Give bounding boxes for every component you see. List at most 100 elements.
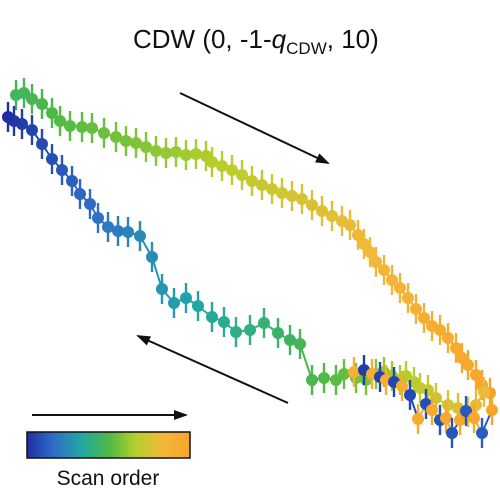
data-point [146, 251, 158, 263]
data-point [486, 404, 498, 416]
data-point [370, 256, 382, 268]
data-point [402, 292, 414, 304]
data-point [64, 120, 76, 132]
data-point [470, 369, 482, 381]
data-point [66, 175, 78, 187]
data-point [206, 311, 218, 323]
data-point [216, 160, 228, 172]
data-point [394, 282, 406, 294]
data-point [272, 327, 284, 339]
data-point [426, 404, 438, 416]
chart-title-suffix: , 10) [327, 24, 379, 54]
data-point [236, 169, 248, 181]
data-point [266, 183, 278, 195]
data-series-layer [2, 78, 498, 448]
data-point [150, 145, 162, 157]
data-point [102, 221, 114, 233]
data-point [442, 399, 454, 411]
data-point [46, 153, 58, 165]
data-point [450, 342, 462, 354]
data-point [364, 246, 376, 258]
data-point [36, 138, 48, 150]
data-point [218, 316, 230, 328]
data-point [160, 147, 172, 159]
data-point [326, 210, 338, 222]
chart-title: CDW (0, -1-qCDW, 10) [133, 24, 379, 58]
data-point [316, 205, 328, 217]
data-point [412, 413, 424, 425]
data-point [306, 374, 318, 386]
data-point [98, 127, 110, 139]
data-point [180, 149, 192, 161]
data-point [442, 332, 454, 344]
data-point [306, 199, 318, 211]
data-point [122, 226, 134, 238]
data-point [478, 386, 490, 398]
data-point [446, 427, 458, 439]
data-point [156, 283, 168, 295]
data-point [330, 374, 342, 386]
data-point [352, 229, 364, 241]
data-point [410, 303, 422, 315]
data-point [170, 146, 182, 158]
data-point [454, 414, 466, 426]
series-final [348, 355, 498, 448]
chart-title-prefix: CDW (0, -1- [133, 24, 272, 54]
series-line-segment [299, 343, 313, 381]
data-point [54, 115, 66, 127]
data-point [462, 359, 474, 371]
data-point [244, 324, 256, 336]
data-point [284, 334, 296, 346]
data-point [76, 121, 88, 133]
data-point [168, 297, 180, 309]
data-point [418, 312, 430, 324]
data-point [130, 137, 142, 149]
colorbar-label: Scan order [57, 467, 160, 490]
scan-order-colorbar [26, 431, 191, 459]
data-point [36, 98, 48, 110]
data-point [180, 292, 192, 304]
data-point [468, 412, 480, 424]
data-point [378, 264, 390, 276]
data-point [134, 230, 146, 242]
data-point [2, 111, 14, 123]
series-forward [10, 78, 496, 408]
data-point [84, 198, 96, 210]
series-return [2, 102, 490, 427]
data-point [226, 164, 238, 176]
data-point [460, 405, 472, 417]
data-point [230, 326, 242, 338]
data-point [256, 179, 268, 191]
data-point [434, 324, 446, 336]
data-point [140, 141, 152, 153]
data-point [440, 412, 452, 424]
data-point [344, 219, 356, 231]
data-point [46, 107, 58, 119]
chart-title-q: q [272, 24, 287, 54]
data-point [26, 124, 38, 136]
data-point [386, 274, 398, 286]
chart-title-subscript: CDW [286, 39, 327, 58]
forward-sweep-arrow [179, 92, 330, 164]
data-point [92, 212, 104, 224]
data-point [190, 148, 202, 160]
data-point [120, 135, 132, 147]
data-point [56, 164, 68, 176]
return-sweep-arrow [136, 335, 289, 404]
data-point [110, 131, 122, 143]
data-point [258, 317, 270, 329]
data-point [192, 300, 204, 312]
data-point [74, 188, 86, 200]
data-point [296, 193, 308, 205]
data-point [246, 175, 258, 187]
data-point [404, 389, 416, 401]
data-point [26, 93, 38, 105]
data-point [286, 190, 298, 202]
data-point [396, 380, 408, 392]
data-point [318, 372, 330, 384]
data-point [476, 427, 488, 439]
data-point [294, 338, 306, 350]
data-point [276, 187, 288, 199]
data-point [112, 225, 124, 237]
